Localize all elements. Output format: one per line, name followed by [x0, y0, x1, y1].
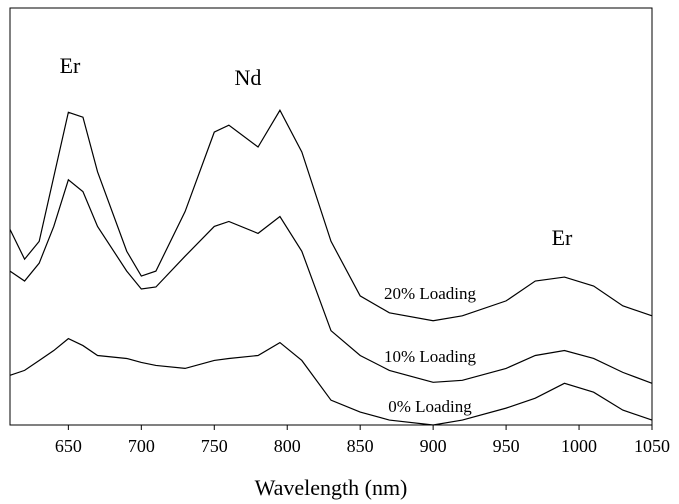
x-tick-label: 800	[274, 436, 301, 456]
data-line	[9, 109, 653, 322]
series-label: 0% Loading	[388, 397, 472, 416]
x-tick-label: 950	[493, 436, 520, 456]
data-line	[9, 337, 653, 426]
plot-frame	[9, 7, 653, 426]
annotation: Er	[552, 225, 573, 250]
series-label: 10% Loading	[384, 347, 477, 366]
x-tick-label: 850	[347, 436, 374, 456]
x-axis-label: Wavelength (nm)	[255, 475, 408, 500]
annotation: Nd	[235, 65, 262, 90]
x-tick-label: 900	[420, 436, 447, 456]
x-tick-label: 700	[128, 436, 155, 456]
x-tick-label: 750	[201, 436, 228, 456]
x-tick-label: 650	[55, 436, 82, 456]
annotation: Er	[60, 53, 81, 78]
x-tick-label: 1050	[634, 436, 670, 456]
series-label: 20% Loading	[384, 284, 477, 303]
x-tick-label: 1000	[561, 436, 597, 456]
data-line	[9, 178, 653, 384]
